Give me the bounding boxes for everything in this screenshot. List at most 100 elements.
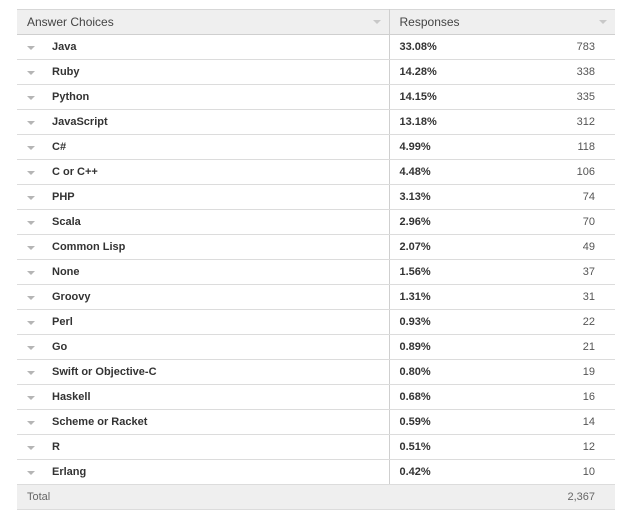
response-percent: 13.18% [399, 116, 437, 128]
response-count: 49 [582, 241, 595, 253]
response-percent: 4.48% [399, 166, 431, 178]
answer-choice-cell: Swift or Objective-C [17, 359, 390, 385]
answer-choice-cell: None [17, 259, 390, 285]
table-row: Scala 2.96% 70 [17, 209, 615, 235]
expand-caret-icon[interactable] [27, 121, 35, 125]
answer-choice-label: C# [52, 141, 67, 153]
response-cell: 0.93% 22 [389, 309, 615, 335]
response-cell: 2.96% 70 [389, 209, 615, 235]
table-row: JavaScript 13.18% 312 [17, 109, 615, 135]
response-percent: 0.80% [399, 366, 431, 378]
answer-choices-header[interactable]: Answer Choices [17, 9, 390, 35]
answer-choice-cell: Python [17, 84, 390, 110]
table-header-row: Answer Choices Responses [17, 9, 615, 35]
total-count: 2,367 [567, 491, 595, 503]
response-count: 118 [577, 141, 595, 153]
expand-caret-icon[interactable] [27, 71, 35, 75]
table-row: PHP 3.13% 74 [17, 184, 615, 210]
answer-choice-cell: PHP [17, 184, 390, 210]
expand-caret-icon[interactable] [27, 271, 35, 275]
total-label: Total [27, 491, 51, 503]
answer-choice-label: Haskell [52, 391, 91, 403]
responses-header-label: Responses [399, 15, 460, 29]
responses-header[interactable]: Responses [389, 9, 615, 35]
answer-choice-label: Swift or Objective-C [52, 366, 157, 378]
response-cell: 3.13% 74 [389, 184, 615, 210]
response-count: 10 [582, 466, 595, 478]
expand-caret-icon[interactable] [27, 371, 35, 375]
expand-caret-icon[interactable] [27, 96, 35, 100]
response-percent: 14.15% [399, 91, 437, 103]
expand-caret-icon[interactable] [27, 321, 35, 325]
response-count: 19 [582, 366, 595, 378]
response-count: 14 [582, 416, 595, 428]
response-percent: 0.93% [399, 316, 431, 328]
response-count: 16 [582, 391, 595, 403]
response-count: 74 [582, 191, 595, 203]
sort-caret-icon[interactable] [372, 20, 381, 24]
expand-caret-icon[interactable] [27, 46, 35, 50]
response-percent: 0.59% [399, 416, 431, 428]
response-percent: 3.13% [399, 191, 431, 203]
expand-caret-icon[interactable] [27, 221, 35, 225]
expand-caret-icon[interactable] [27, 396, 35, 400]
answer-choice-label: R [52, 441, 60, 453]
answer-choice-cell: C or C++ [17, 159, 390, 185]
responses-table-container: Answer Choices Responses Java 33.08% 783 Ru… [17, 9, 615, 510]
table-row: R 0.51% 12 [17, 434, 615, 460]
table-row: Java 33.08% 783 [17, 34, 615, 60]
table-row: C# 4.99% 118 [17, 134, 615, 160]
response-count: 37 [582, 266, 595, 278]
expand-caret-icon[interactable] [27, 296, 35, 300]
answer-choice-label: Java [52, 41, 77, 53]
answer-choice-cell: C# [17, 134, 390, 160]
expand-caret-icon[interactable] [27, 421, 35, 425]
table-row: C or C++ 4.48% 106 [17, 159, 615, 185]
response-percent: 14.28% [399, 66, 437, 78]
response-cell: 0.68% 16 [389, 384, 615, 410]
answer-choice-label: Perl [52, 316, 73, 328]
total-count-cell: 2,367 [389, 484, 615, 510]
response-cell: 13.18% 312 [389, 109, 615, 135]
expand-caret-icon[interactable] [27, 196, 35, 200]
response-percent: 2.07% [399, 241, 431, 253]
answer-choice-cell: Perl [17, 309, 390, 335]
expand-caret-icon[interactable] [27, 246, 35, 250]
answer-choice-cell: Groovy [17, 284, 390, 310]
response-percent: 1.31% [399, 291, 431, 303]
answer-choice-label: Scheme or Racket [52, 416, 148, 428]
sort-caret-icon[interactable] [599, 20, 607, 24]
expand-caret-icon[interactable] [27, 471, 35, 475]
answer-choice-cell: JavaScript [17, 109, 390, 135]
answer-choice-label: Common Lisp [52, 241, 126, 253]
response-cell: 14.15% 335 [389, 84, 615, 110]
table-row: Erlang 0.42% 10 [17, 459, 615, 485]
response-cell: 4.99% 118 [389, 134, 615, 160]
answer-choice-label: None [52, 266, 80, 278]
response-cell: 0.80% 19 [389, 359, 615, 385]
response-percent: 4.99% [399, 141, 431, 153]
response-percent: 0.89% [399, 341, 431, 353]
response-count: 783 [576, 41, 595, 53]
answer-choice-label: Ruby [52, 66, 80, 78]
response-cell: 2.07% 49 [389, 234, 615, 260]
answer-choice-cell: Scala [17, 209, 390, 235]
answer-choice-cell: R [17, 434, 390, 460]
response-count: 70 [582, 216, 595, 228]
answer-choice-label: Go [52, 341, 68, 353]
answer-choice-cell: Scheme or Racket [17, 409, 390, 435]
response-count: 31 [582, 291, 595, 303]
expand-caret-icon[interactable] [27, 346, 35, 350]
expand-caret-icon[interactable] [27, 446, 35, 450]
table-row: None 1.56% 37 [17, 259, 615, 285]
response-percent: 2.96% [399, 216, 431, 228]
response-percent: 0.42% [399, 466, 431, 478]
response-cell: 33.08% 783 [389, 34, 615, 60]
total-label-cell: Total [17, 484, 389, 510]
response-count: 106 [576, 166, 595, 178]
expand-caret-icon[interactable] [27, 171, 35, 175]
table-row: Groovy 1.31% 31 [17, 284, 615, 310]
answer-choice-cell: Ruby [17, 59, 390, 85]
expand-caret-icon[interactable] [27, 146, 35, 150]
response-count: 312 [576, 116, 595, 128]
